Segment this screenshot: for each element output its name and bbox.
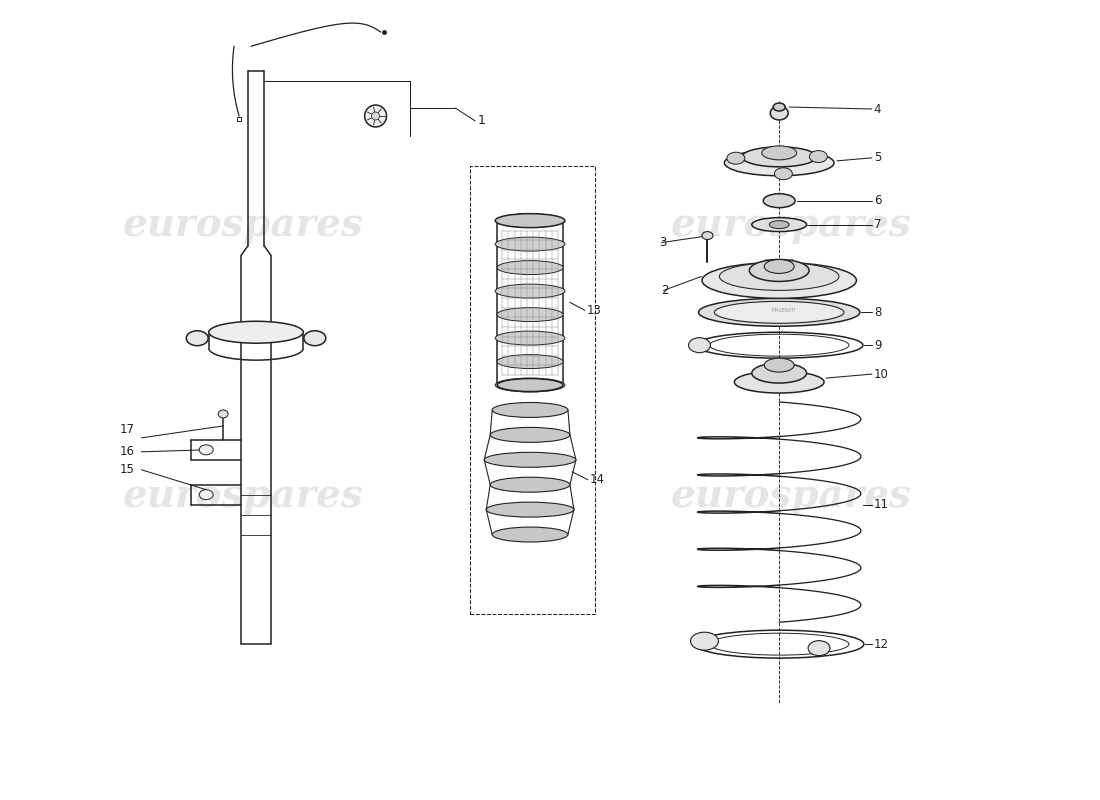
Text: 10: 10 — [873, 367, 889, 381]
Ellipse shape — [495, 214, 565, 228]
Ellipse shape — [762, 146, 796, 160]
Ellipse shape — [491, 427, 570, 442]
Text: 8: 8 — [873, 306, 881, 319]
Ellipse shape — [741, 147, 816, 167]
Ellipse shape — [774, 168, 792, 180]
Ellipse shape — [773, 103, 785, 111]
Ellipse shape — [484, 452, 576, 467]
Ellipse shape — [691, 632, 718, 650]
Text: 3: 3 — [660, 236, 667, 249]
Ellipse shape — [199, 445, 213, 455]
Ellipse shape — [497, 378, 563, 391]
Ellipse shape — [808, 641, 830, 656]
Ellipse shape — [735, 371, 824, 393]
Text: eurospares: eurospares — [671, 206, 912, 244]
Ellipse shape — [491, 478, 570, 492]
Ellipse shape — [770, 106, 789, 120]
Ellipse shape — [702, 231, 713, 239]
Text: 9: 9 — [873, 338, 881, 352]
Ellipse shape — [492, 402, 568, 418]
Ellipse shape — [497, 354, 563, 369]
Text: 1: 1 — [477, 114, 485, 127]
Text: 5: 5 — [873, 151, 881, 164]
Ellipse shape — [727, 152, 745, 164]
Ellipse shape — [810, 150, 827, 162]
Text: eurospares: eurospares — [671, 477, 912, 514]
Ellipse shape — [304, 330, 326, 346]
Ellipse shape — [689, 338, 711, 353]
Text: 16: 16 — [120, 446, 134, 458]
Ellipse shape — [698, 298, 860, 326]
Text: 7: 7 — [873, 218, 881, 231]
Text: 13: 13 — [587, 304, 602, 317]
Ellipse shape — [719, 262, 839, 290]
Text: eurospares: eurospares — [123, 206, 363, 244]
Ellipse shape — [495, 378, 565, 392]
Text: eurospares: eurospares — [123, 477, 363, 514]
Ellipse shape — [495, 284, 565, 298]
Ellipse shape — [702, 262, 857, 298]
Ellipse shape — [751, 218, 806, 231]
Ellipse shape — [764, 358, 794, 372]
Ellipse shape — [725, 150, 834, 176]
Ellipse shape — [372, 112, 379, 120]
Ellipse shape — [186, 330, 208, 346]
Text: 17: 17 — [120, 423, 134, 436]
Ellipse shape — [763, 194, 795, 208]
Ellipse shape — [486, 502, 574, 517]
Text: 4: 4 — [873, 102, 881, 115]
Ellipse shape — [492, 527, 568, 542]
Bar — [471, 166, 595, 614]
Ellipse shape — [751, 363, 806, 383]
Ellipse shape — [497, 308, 563, 322]
Text: 12: 12 — [873, 638, 889, 650]
Ellipse shape — [714, 302, 844, 323]
Ellipse shape — [495, 237, 565, 251]
Ellipse shape — [495, 331, 565, 345]
Text: 15: 15 — [120, 463, 134, 476]
Text: 11: 11 — [873, 498, 889, 511]
Text: 6: 6 — [873, 194, 881, 207]
Ellipse shape — [199, 490, 213, 500]
Ellipse shape — [497, 214, 563, 228]
Ellipse shape — [749, 259, 810, 282]
Ellipse shape — [769, 221, 789, 229]
Text: 14: 14 — [590, 474, 605, 486]
Ellipse shape — [218, 410, 228, 418]
Text: MASERATI: MASERATI — [772, 308, 796, 313]
Ellipse shape — [209, 322, 304, 343]
Ellipse shape — [497, 261, 563, 274]
Ellipse shape — [764, 259, 794, 274]
Text: 2: 2 — [661, 284, 669, 297]
Ellipse shape — [364, 105, 386, 127]
